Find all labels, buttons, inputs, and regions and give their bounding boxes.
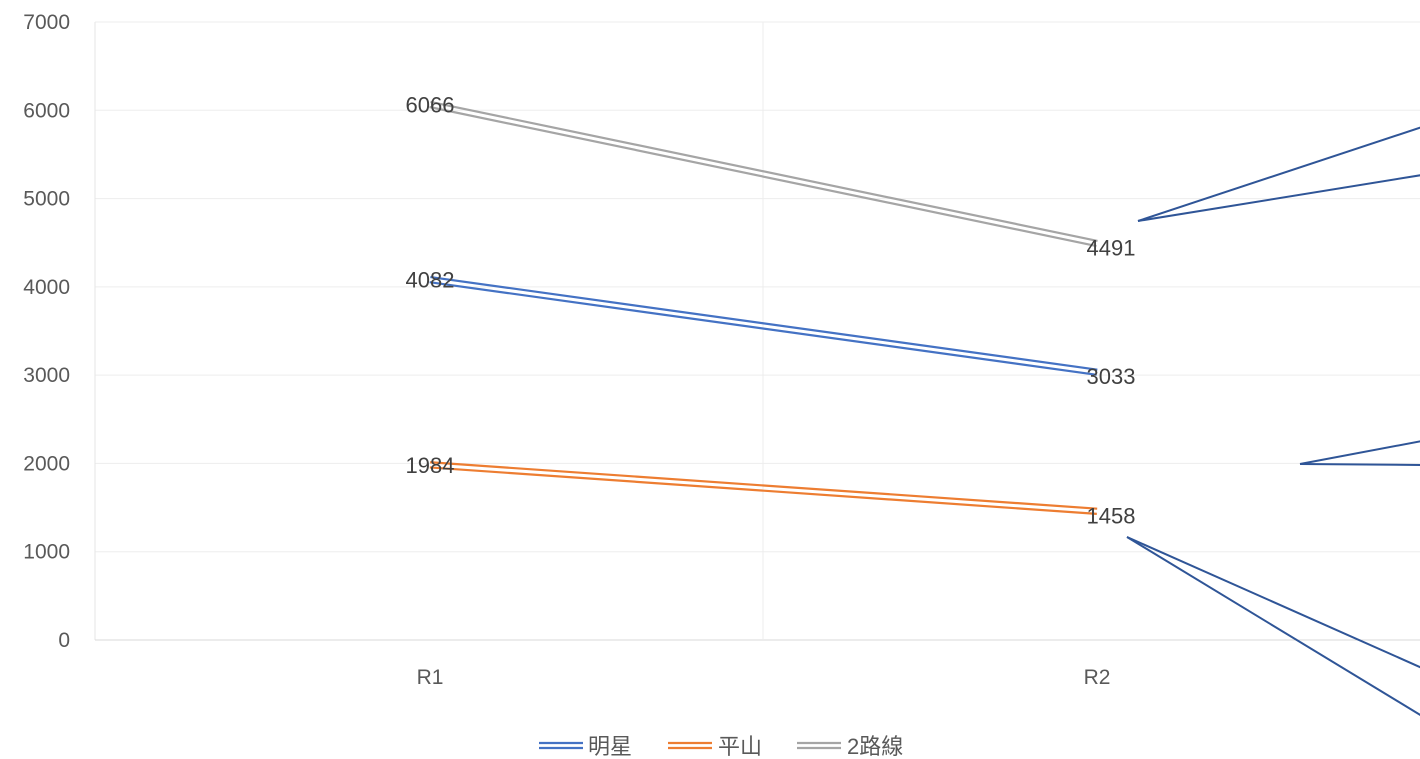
callout-line [1126, 536, 1420, 669]
data-label: 1458 [1087, 503, 1136, 528]
y-tick-label: 6000 [23, 99, 70, 122]
series-line-1-stroke [429, 466, 1097, 515]
legend-label: 2路線 [847, 734, 903, 759]
callout-line [1137, 126, 1420, 222]
callout-lines [1126, 126, 1420, 716]
legend-item: 明星 [539, 734, 632, 759]
data-label: 3033 [1087, 364, 1136, 389]
data-label: 6066 [406, 92, 455, 117]
x-axis: R1 R2 [417, 666, 1111, 689]
series-line-0-stroke [430, 275, 1098, 371]
legend-label: 平山 [718, 734, 762, 759]
x-tick-label: R2 [1084, 666, 1111, 689]
callout-line [1299, 440, 1420, 465]
y-tick-label: 4000 [23, 276, 70, 299]
y-axis: 0 1000 2000 3000 4000 5000 6000 7000 [23, 11, 70, 652]
y-tick-label: 3000 [23, 364, 70, 387]
data-labels: 4082 3033 1984 1458 6066 4491 [406, 92, 1136, 528]
series-line-2-stroke [429, 105, 1097, 248]
data-label: 1984 [406, 453, 455, 478]
series-line-2-stroke [430, 100, 1098, 243]
legend: 明星 平山 2路線 [539, 734, 903, 759]
series-line-0 [429, 275, 1098, 376]
series-line-0-stroke [429, 281, 1097, 376]
legend-item: 2路線 [797, 734, 903, 759]
y-tick-label: 2000 [23, 452, 70, 475]
x-tick-label: R1 [417, 666, 444, 689]
callout-line [1126, 536, 1420, 716]
y-tick-label: 7000 [23, 11, 70, 34]
y-tick-label: 1000 [23, 541, 70, 564]
y-tick-label: 5000 [23, 188, 70, 211]
callout-line [1299, 463, 1420, 466]
series-line-2 [429, 100, 1098, 248]
legend-label: 明星 [588, 734, 632, 759]
series-lines [429, 100, 1098, 515]
y-tick-label: 0 [58, 629, 70, 652]
data-label: 4491 [1087, 236, 1136, 261]
series-line-1-stroke [430, 461, 1098, 510]
legend-item: 平山 [668, 734, 762, 759]
data-label: 4082 [406, 268, 455, 293]
gridlines [94, 21, 1420, 641]
callout-line [1137, 174, 1420, 222]
series-line-1 [429, 461, 1098, 515]
